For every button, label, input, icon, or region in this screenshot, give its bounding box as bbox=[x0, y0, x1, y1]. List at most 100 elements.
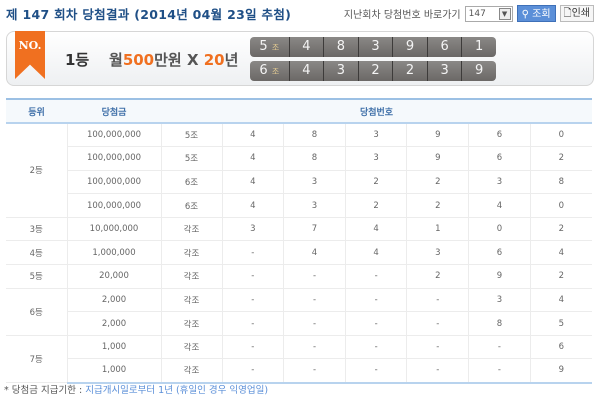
number-cell: 2 bbox=[406, 193, 470, 218]
group-cell: 각조 bbox=[160, 335, 223, 360]
group-cell: 5조 bbox=[160, 123, 223, 148]
group-cell: 각조 bbox=[160, 240, 223, 266]
number-cell: 3 bbox=[468, 170, 531, 195]
number-cell: - bbox=[221, 311, 285, 336]
table-row: 7등 1,000 각조 - - - - -6 bbox=[6, 335, 592, 384]
number-cell: 4 bbox=[529, 240, 592, 266]
table-row: 2등 100,000,000 5조 4 8 3 9 6 0 bbox=[6, 123, 592, 218]
rank-cell: 4등 bbox=[6, 240, 68, 266]
number-cell: 2 bbox=[529, 264, 592, 289]
prize-cell: 2,000 bbox=[66, 288, 162, 313]
number-cell: - bbox=[344, 264, 408, 289]
group-unit: 조 bbox=[271, 67, 280, 76]
number-cell: 4 bbox=[283, 240, 346, 266]
number-cell: 4 bbox=[468, 193, 531, 218]
number-cell: 1 bbox=[461, 37, 496, 57]
number-cell: - bbox=[283, 311, 346, 336]
number-cell: 9 bbox=[468, 264, 531, 289]
badge-text: NO. bbox=[18, 39, 42, 52]
number-cell: - bbox=[221, 335, 285, 360]
rank-cell: 3등 bbox=[6, 217, 68, 242]
first-prize-amount: 월500만원 X 20년 bbox=[109, 49, 238, 70]
number-cell: - bbox=[344, 311, 408, 336]
number-cell: 6 bbox=[468, 146, 531, 171]
number-cell: 6 bbox=[529, 335, 592, 360]
rank-cell: 6등 bbox=[6, 288, 68, 336]
number-cell: - bbox=[406, 335, 470, 360]
number-cell: - bbox=[406, 358, 470, 384]
prize-unit: 만원 X bbox=[154, 51, 204, 69]
prize-cell: 100,000,000 bbox=[67, 193, 162, 218]
print-label: 인쇄 bbox=[571, 8, 590, 19]
prize-prefix: 월 bbox=[109, 51, 123, 69]
number-cell: 2 bbox=[357, 61, 393, 81]
rank-cell: 2등 bbox=[6, 123, 68, 218]
note-label: * 당첨금 지급기한 : bbox=[4, 385, 86, 396]
number-cell: 0 bbox=[529, 193, 592, 218]
number-cell: 8 bbox=[529, 170, 592, 195]
table-row: 1,000 각조 - - - - -9 bbox=[6, 358, 592, 384]
print-icon: 🗋 bbox=[563, 8, 572, 19]
number-cell: 4 bbox=[288, 61, 324, 81]
prize-years: 20 bbox=[203, 51, 225, 69]
number-cell: 3 bbox=[323, 61, 358, 81]
number-cell: 2 bbox=[529, 217, 592, 242]
number-cell: 4 bbox=[221, 193, 285, 218]
payment-deadline-note: * 당첨금 지급기한 : 지급개시일로부터 1년 (휴일인 경우 익영업일) bbox=[4, 382, 268, 396]
number-cell: - bbox=[221, 288, 285, 313]
number-cell: - bbox=[283, 358, 346, 384]
group-cell: 각조 bbox=[160, 311, 223, 336]
number-cell: 8 bbox=[323, 37, 358, 57]
number-cell: 1 bbox=[406, 217, 470, 242]
round-navigation: 지난회차 당첨번호 바로가기 147 ▼ ⚲ 조회 🗋인쇄 bbox=[344, 5, 594, 22]
group-cell: 5조 bbox=[160, 146, 223, 171]
search-button[interactable]: ⚲ 조회 bbox=[516, 5, 556, 22]
prize-cell: 100,000,000 bbox=[66, 123, 162, 148]
number-cell: 8 bbox=[283, 146, 346, 171]
header-numbers: 당첨번호 bbox=[161, 98, 592, 124]
group-cell: 6조 bbox=[160, 193, 223, 218]
first-rank-label: 1등 bbox=[65, 51, 90, 69]
group-cell: 각조 bbox=[160, 288, 223, 313]
number-cell: - bbox=[283, 335, 346, 360]
number-cell: - bbox=[344, 288, 408, 313]
number-cell: 3 bbox=[283, 170, 346, 195]
number-cell: 3 bbox=[221, 217, 285, 242]
number-cell: - bbox=[283, 288, 346, 313]
prize-cell: 1,000 bbox=[66, 335, 162, 360]
number-cell: 3 bbox=[344, 123, 408, 148]
prize-cell: 1,000 bbox=[67, 358, 162, 384]
number-cell: 6 bbox=[468, 123, 531, 148]
number-cell: 2 bbox=[406, 170, 470, 195]
header-prize: 당첨금 bbox=[67, 98, 161, 124]
number-cell: 7 bbox=[283, 217, 346, 242]
round-select-value: 147 bbox=[468, 8, 486, 19]
goto-label: 지난회차 당첨번호 바로가기 bbox=[343, 10, 461, 21]
header-rank: 등위 bbox=[6, 98, 67, 124]
number-cell: - bbox=[344, 335, 408, 360]
table-row: 100,000,000 6조 4 3 2 2 4 0 bbox=[6, 193, 592, 218]
prize-cell: 20,000 bbox=[66, 264, 162, 289]
group-number: 5 bbox=[259, 39, 268, 54]
prize-cell: 1,000,000 bbox=[66, 240, 162, 266]
first-prize-banner: NO. 1등 월500만원 X 20년 5 조 4 8 3 9 6 1 6 조 … bbox=[6, 31, 594, 86]
group-number: 6 bbox=[259, 63, 268, 78]
number-cell: 3 bbox=[357, 37, 393, 57]
table-row: 100,000,000 5조 4 8 3 9 6 2 bbox=[6, 146, 592, 171]
table-row: 5등 20,000 각조 - - -2 9 2 bbox=[6, 264, 592, 289]
round-select[interactable]: 147 ▼ bbox=[464, 5, 513, 22]
number-cell: 9 bbox=[406, 123, 470, 148]
table-row: 100,000,000 6조 4 3 2 2 3 8 bbox=[6, 170, 592, 195]
number-cell: 3 bbox=[426, 61, 462, 81]
table-header-row: 등위 당첨금 당첨번호 bbox=[6, 98, 592, 124]
number-cell: 3 bbox=[468, 288, 531, 313]
number-cell: 4 bbox=[344, 240, 408, 266]
number-cell: - bbox=[283, 264, 346, 289]
number-cell: 3 bbox=[406, 240, 470, 266]
print-button[interactable]: 🗋인쇄 bbox=[559, 5, 594, 22]
winning-line-1: 5 조 4 8 3 9 6 1 bbox=[250, 37, 496, 57]
group-cell: 각조 bbox=[160, 264, 223, 289]
rank-cell: 7등 bbox=[6, 335, 68, 384]
number-cell: 2 bbox=[392, 61, 427, 81]
number-cell: - bbox=[221, 240, 285, 266]
